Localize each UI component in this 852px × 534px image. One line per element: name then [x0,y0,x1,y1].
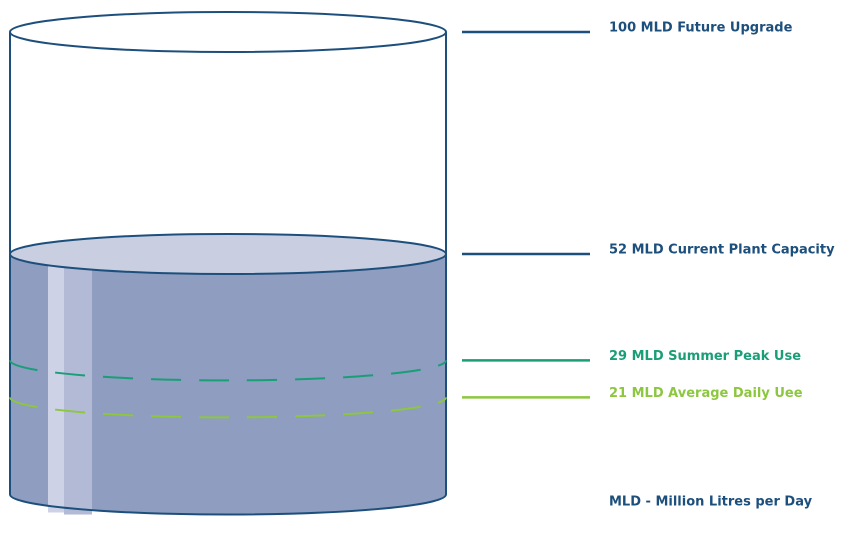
water-surface [9,233,447,275]
level-label: 29 MLD Summer Peak Use [609,349,801,364]
highlight [64,268,92,515]
level-dash [9,360,447,382]
note: MLD - Million Litres per Day [609,495,813,510]
tank-bottom [9,494,447,516]
level-label: 100 MLD Future Upgrade [609,21,793,36]
water [10,254,446,515]
level-dash [9,397,447,419]
level-label: 21 MLD Average Daily Uee [609,386,803,401]
level-label: 52 MLD Current Plant Capacity [609,243,835,258]
tank-top [9,11,447,53]
highlight [48,266,64,513]
